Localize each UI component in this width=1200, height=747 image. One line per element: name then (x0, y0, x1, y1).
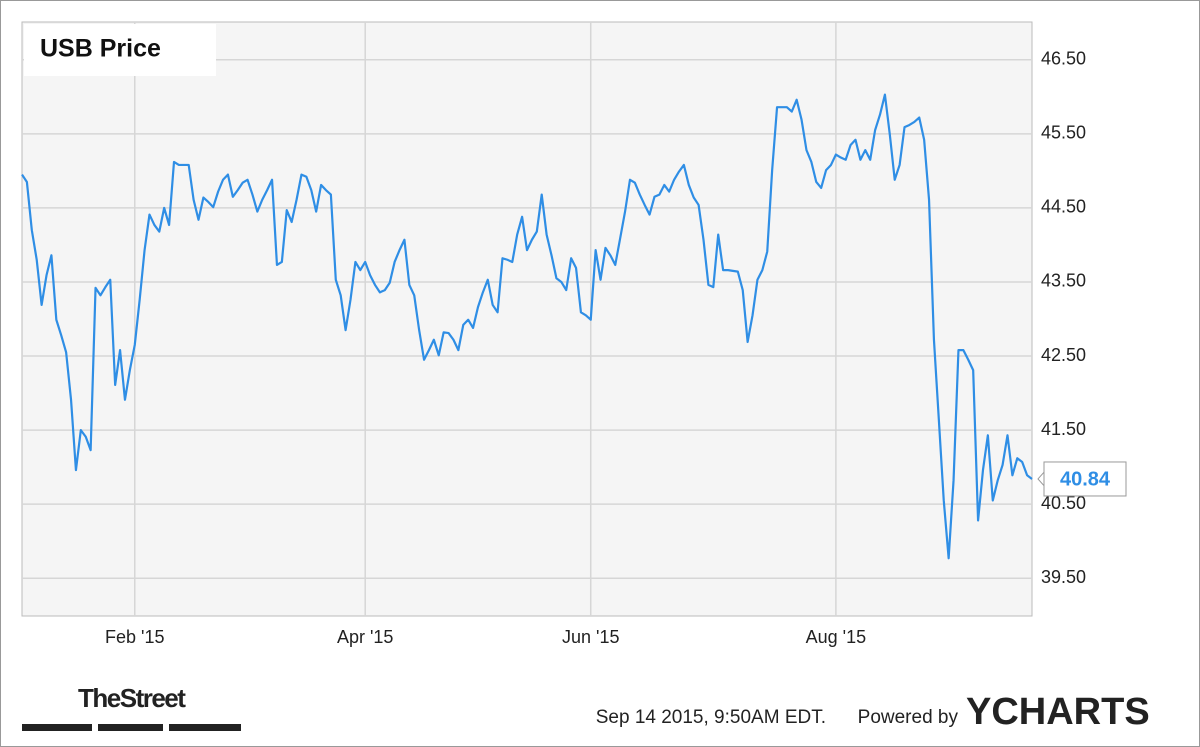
grid (22, 22, 1032, 616)
brand: YCHARTS (966, 691, 1150, 733)
y-tick-label: 44.50 (1041, 197, 1086, 217)
x-tick-label: Aug '15 (806, 627, 867, 647)
timestamp: Sep 14 2015, 9:50AM EDT. (596, 707, 826, 728)
last-value-box (1043, 461, 1127, 497)
logo-bar (98, 724, 163, 731)
y-tick-label: 46.50 (1041, 49, 1086, 69)
last-value-label: 40.84 (1060, 468, 1111, 490)
y-tick-label: 45.50 (1041, 123, 1086, 143)
logo-bar (22, 724, 92, 731)
logo: TheStreet (78, 683, 186, 713)
x-tick-label: Jun '15 (562, 627, 619, 647)
x-tick-label: Feb '15 (105, 627, 164, 647)
plot-area (21, 21, 1033, 617)
y-tick-label: 43.50 (1041, 271, 1086, 291)
x-tick-label: Apr '15 (337, 627, 393, 647)
powered-by: Powered by (858, 707, 959, 728)
title-box (24, 24, 216, 76)
y-tick-label: 41.50 (1041, 419, 1086, 439)
logo-bar (169, 724, 241, 731)
price-line (21, 93, 1033, 560)
y-tick-label: 39.50 (1041, 567, 1086, 587)
y-tick-label: 42.50 (1041, 345, 1086, 365)
chart-title: USB Price (40, 35, 161, 63)
y-tick-label: 40.50 (1041, 493, 1086, 513)
